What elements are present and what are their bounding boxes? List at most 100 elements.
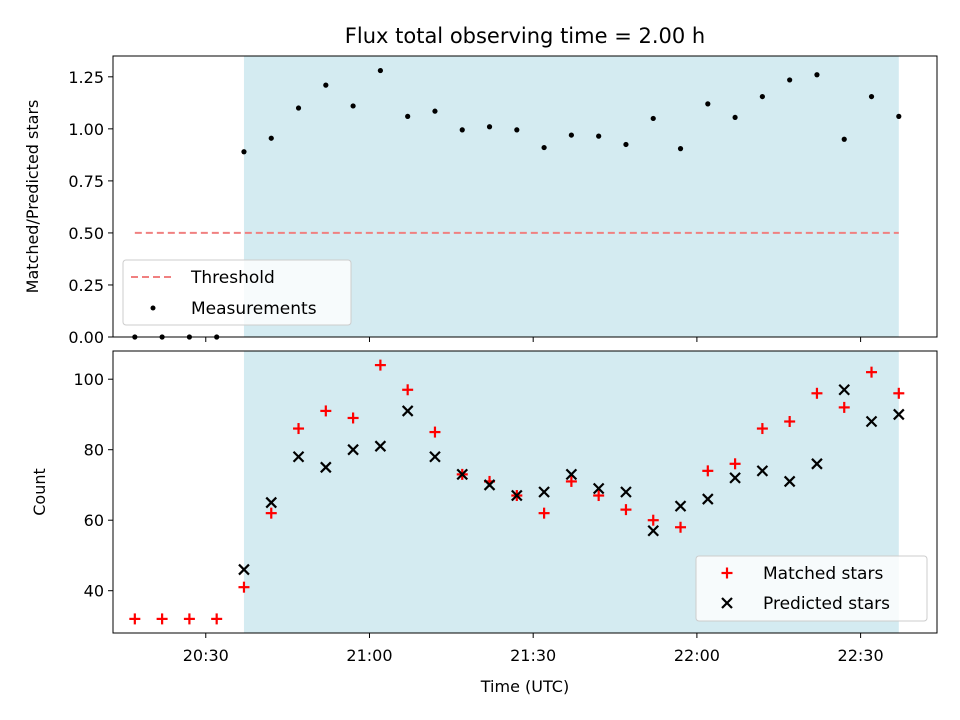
- predicted-star-point: [838, 383, 851, 396]
- measurement-point: [732, 114, 738, 121]
- bottom-axes-frame: [112, 350, 938, 634]
- measurement-point: [295, 105, 302, 111]
- top-y-tick-label: 0.75: [68, 172, 104, 191]
- bottom-y-tick-label: 80: [84, 441, 104, 460]
- matched-star-point: [538, 507, 550, 519]
- legend-predicted-label: Predicted stars: [763, 594, 890, 614]
- predicted-star-point: [811, 458, 823, 470]
- matched-star-point: [320, 405, 332, 417]
- bottom-legend-box: [695, 555, 928, 622]
- predicted-star-point: [347, 443, 359, 456]
- matched-star-point: [811, 387, 823, 399]
- top-legend-box: [122, 259, 352, 326]
- matched-star-point: [729, 458, 741, 470]
- measurement-point: [486, 124, 493, 130]
- predicted-star-point: [702, 493, 714, 505]
- predicted-star-point: [729, 472, 741, 484]
- matched-star-point: [429, 426, 441, 438]
- matched-star-point: [620, 504, 632, 516]
- measurement-point: [787, 77, 793, 83]
- predicted-star-point: [538, 486, 550, 498]
- measurement-point: [459, 127, 465, 133]
- matched-star-point: [211, 613, 223, 625]
- matched-star-point: [129, 613, 141, 625]
- predicted-star-point: [756, 465, 769, 477]
- predicted-star-point: [483, 479, 496, 491]
- matched-star-point: [565, 475, 577, 487]
- bottom-y-tick-label: 100: [73, 370, 104, 389]
- bottom-legend: Matched stars Predicted stars: [695, 555, 928, 622]
- bottom-y-ticks: 40 60 80 100: [73, 370, 113, 601]
- x-tick-label: 21:30: [510, 646, 556, 665]
- matched-star-point: [647, 514, 659, 526]
- top-panel: 0.00 0.25 0.50 0.75 1.00 1.25 Flux total obse…: [23, 24, 938, 347]
- measurement-point: [514, 127, 520, 133]
- measurement-point: [814, 72, 820, 78]
- bottom-y-axis-label: Count: [30, 468, 49, 516]
- x-tick-label: 22:30: [838, 646, 884, 665]
- measurement-point: [405, 113, 411, 119]
- measurement-point: [541, 144, 547, 151]
- bottom-y-tick-label: 60: [84, 511, 104, 530]
- measurement-point: [596, 133, 602, 139]
- matched-star-point: [183, 613, 195, 625]
- measurement-point: [350, 103, 356, 109]
- x-tick-label: 21:00: [346, 646, 392, 665]
- measurement-point: [677, 146, 684, 152]
- legend-plus-marker: [721, 567, 733, 579]
- bottom-x-ticks: 20:30 21:00 21:30 22:00 22:30: [183, 633, 884, 665]
- legend-x-marker: [721, 597, 733, 609]
- top-y-tick-label: 0.50: [68, 224, 104, 243]
- matched-star-point: [238, 581, 250, 593]
- matched-star-point: [784, 416, 796, 427]
- matched-star-point: [374, 359, 386, 371]
- top-y-tick-label: 1.25: [68, 68, 104, 87]
- predicted-star-point: [265, 496, 278, 509]
- matched-star-point: [265, 507, 277, 519]
- measurement-point: [841, 136, 847, 142]
- legend-predicted-swatch: [721, 597, 733, 609]
- bottom-y-tick-label: 40: [84, 582, 104, 601]
- matched-star-point: [593, 490, 605, 502]
- matched-star-point: [675, 521, 687, 533]
- measurement-point: [377, 67, 383, 74]
- predicted-star-point: [783, 475, 796, 488]
- x-tick-label: 20:30: [183, 646, 229, 665]
- measurement-point: [650, 115, 656, 122]
- predicted-star-point: [511, 489, 523, 502]
- top-y-tick-label: 0.00: [68, 328, 104, 347]
- predicted-star-point: [320, 461, 332, 474]
- matched-star-point: [156, 613, 168, 625]
- predicted-stars-points: [238, 383, 905, 576]
- measurement-point: [623, 141, 629, 148]
- legend-measurements-swatch: [150, 305, 156, 311]
- top-x-ticks: [205, 337, 862, 342]
- predicted-star-point: [238, 563, 250, 576]
- observing-window-shade: [243, 56, 899, 337]
- bottom-panel: 40 60 80 100 20:30 21:00 21:30 22:00 22:30 Time…: [30, 350, 938, 696]
- legend-matched-label: Matched stars: [763, 564, 883, 584]
- measurement-point: [268, 135, 274, 141]
- measurement-point: [432, 108, 438, 114]
- measurement-point: [705, 101, 711, 107]
- predicted-star-point: [592, 482, 605, 495]
- predicted-star-point: [401, 405, 414, 417]
- predicted-star-point: [647, 524, 660, 537]
- predicted-star-point: [893, 408, 905, 421]
- predicted-star-point: [374, 440, 387, 452]
- legend-measurements-label: Measurements: [191, 299, 317, 319]
- top-legend: Threshold Measurements: [122, 259, 352, 326]
- matched-star-point: [347, 412, 359, 424]
- matched-star-point: [293, 423, 305, 435]
- predicted-star-point: [565, 468, 578, 481]
- legend-threshold-label: Threshold: [190, 268, 275, 288]
- matched-star-point: [756, 423, 768, 435]
- matched-star-point: [838, 401, 850, 413]
- matched-star-point: [402, 384, 414, 396]
- predicted-star-point: [292, 450, 305, 463]
- x-axis-label: Time (UTC): [480, 677, 569, 696]
- measurement-point: [568, 132, 574, 138]
- matched-star-point: [866, 366, 878, 378]
- top-axes-frame: [112, 55, 938, 338]
